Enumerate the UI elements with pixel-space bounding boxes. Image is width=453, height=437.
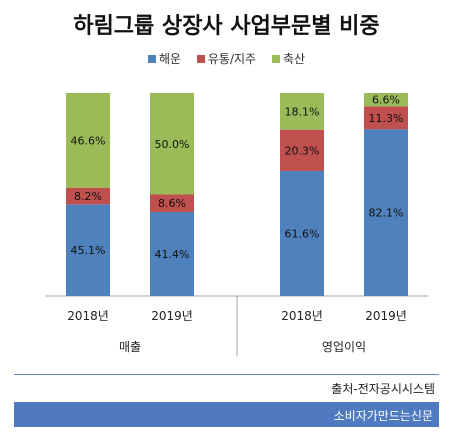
group-label-1: 매출 xyxy=(119,340,141,354)
legend-label-shipping: 해운 xyxy=(158,52,182,66)
bar-shipping-1 xyxy=(66,204,110,296)
legend-swatch-livestock xyxy=(271,54,280,63)
tick-label-1: 2018년 xyxy=(67,309,109,323)
source-divider xyxy=(14,374,439,375)
chart-title: 하림그룹 상장사 사업부문별 비중 xyxy=(73,14,380,39)
legend-item-shipping: 해운 xyxy=(147,50,182,67)
bar-shipping-4 xyxy=(364,129,408,296)
data-label-shipping-3: 61.6% xyxy=(285,227,320,240)
data-label-livestock-3: 18.1% xyxy=(285,105,320,118)
bar-distribution-2 xyxy=(150,194,194,212)
data-label-distribution-2: 8.6% xyxy=(158,197,186,210)
legend-swatch-shipping xyxy=(147,54,156,63)
legend-item-distribution: 유통/지주 xyxy=(196,50,257,67)
data-label-livestock-1: 46.6% xyxy=(71,134,106,147)
tick-label-4: 2019년 xyxy=(365,309,407,323)
bar-livestock-3 xyxy=(280,93,324,130)
data-label-shipping-4: 82.1% xyxy=(369,207,404,220)
bar-distribution-4 xyxy=(364,106,408,130)
footer-bar: 소비자가만드는신문 xyxy=(14,402,439,427)
bar-distribution-3 xyxy=(280,129,324,171)
source-text: 출처-전자공시시스템 xyxy=(331,382,435,396)
bar-livestock-2 xyxy=(150,93,194,195)
footer-text: 소비자가만드는신문 xyxy=(333,409,433,423)
data-label-livestock-2: 50.0% xyxy=(155,138,190,151)
data-label-shipping-2: 41.4% xyxy=(155,248,190,261)
bar-livestock-4 xyxy=(364,93,408,107)
tick-label-3: 2018년 xyxy=(281,309,323,323)
tick-label-2: 2019년 xyxy=(151,309,193,323)
legend-swatch-distribution xyxy=(196,54,205,63)
group-label-2: 영업이익 xyxy=(322,340,366,354)
legend: 해운 유통/지주 축산 xyxy=(0,50,453,67)
data-label-distribution-4: 11.3% xyxy=(369,112,404,125)
legend-label-livestock: 축산 xyxy=(282,52,306,66)
bar-shipping-3 xyxy=(280,170,324,296)
legend-label-distribution: 유통/지주 xyxy=(207,52,257,66)
bar-shipping-2 xyxy=(150,211,194,296)
data-label-distribution-1: 8.2% xyxy=(74,190,102,203)
bar-livestock-1 xyxy=(66,93,110,188)
data-label-livestock-4: 6.6% xyxy=(372,94,400,107)
data-label-shipping-1: 45.1% xyxy=(71,244,106,257)
bar-distribution-1 xyxy=(66,187,110,205)
stacked-bar-chart: 45.1% 8.2% 46.6% 2018년 41.4% 8.6% 50.0% 2019년 61… xyxy=(45,93,428,356)
data-label-distribution-3: 20.3% xyxy=(285,144,320,157)
legend-item-livestock: 축산 xyxy=(271,50,306,67)
